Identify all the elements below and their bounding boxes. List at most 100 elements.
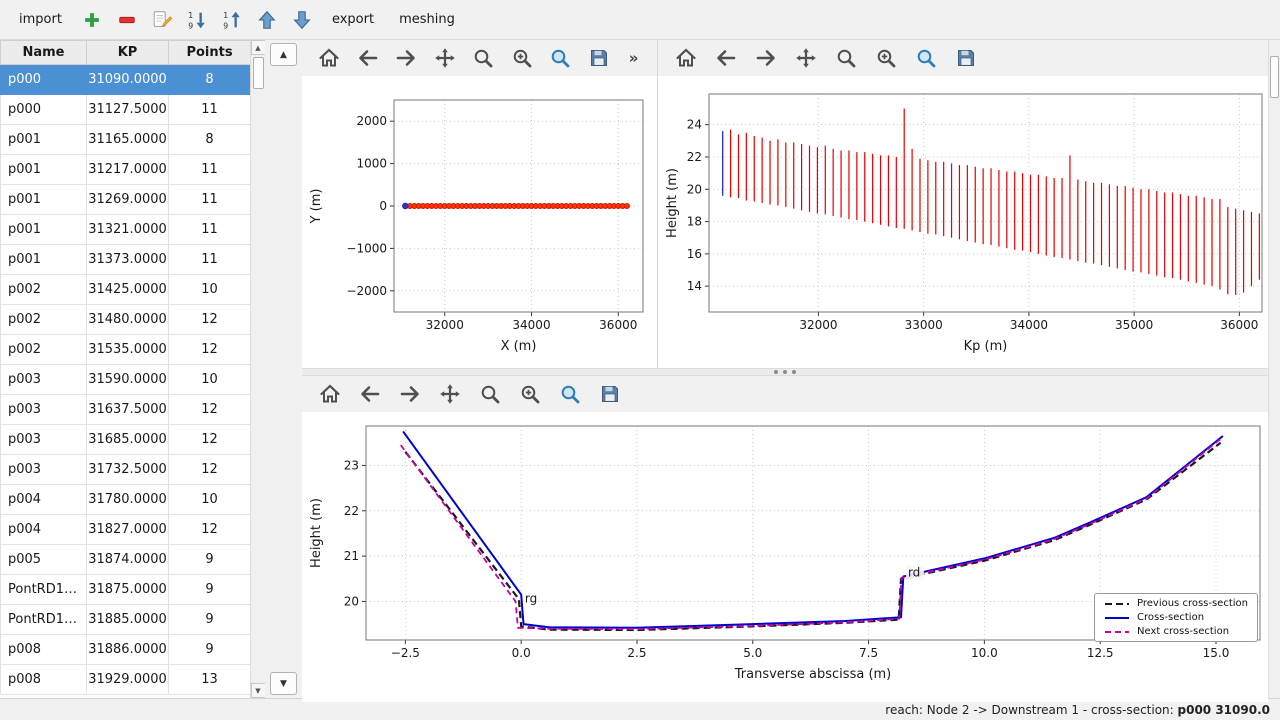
table-row[interactable]: p004 31780.0000 10 bbox=[0, 484, 250, 515]
table-row[interactable]: p003 31590.0000 10 bbox=[0, 364, 250, 395]
name-cell[interactable]: p002 bbox=[0, 334, 87, 365]
table-row[interactable]: p005 31874.0000 9 bbox=[0, 544, 250, 575]
save-button[interactable] bbox=[596, 380, 624, 408]
kp-cell[interactable]: 31269.0000 bbox=[86, 184, 169, 215]
kp-cell[interactable]: 31217.0000 bbox=[86, 154, 169, 185]
table-scrollbar[interactable]: ▲ ▼ bbox=[250, 40, 266, 698]
kp-cell[interactable]: 31373.0000 bbox=[86, 244, 169, 275]
zoom-in-button[interactable] bbox=[516, 380, 544, 408]
name-cell[interactable]: p004 bbox=[0, 484, 87, 515]
kp-cell[interactable]: 31321.0000 bbox=[86, 214, 169, 245]
import-button[interactable]: import bbox=[19, 12, 62, 27]
table-row[interactable]: p001 31269.0000 11 bbox=[0, 184, 250, 215]
column-header-name[interactable]: Name bbox=[0, 40, 87, 65]
zoom-area-button[interactable] bbox=[912, 44, 940, 72]
name-cell[interactable]: PontRD10... bbox=[0, 574, 87, 605]
name-cell[interactable]: p000 bbox=[0, 94, 87, 125]
zoom-in-button[interactable] bbox=[509, 44, 536, 72]
pan-button[interactable] bbox=[436, 380, 464, 408]
back-button[interactable] bbox=[356, 380, 384, 408]
points-cell[interactable]: 12 bbox=[168, 394, 250, 425]
longitudinal-profile-chart[interactable]: 32000 33000 34000 35000 36000 14 16 18 20 22 24 Kp … bbox=[658, 76, 1268, 368]
points-cell[interactable]: 11 bbox=[168, 154, 250, 185]
points-cell[interactable]: 12 bbox=[168, 304, 250, 335]
points-cell[interactable]: 11 bbox=[168, 184, 250, 215]
table-row[interactable]: p004 31827.0000 12 bbox=[0, 514, 250, 545]
cross-section-chart[interactable]: −2.5 0.0 2.5 5.0 7.5 10.0 12.5 15.0 20 21 22 23 rg rd… bbox=[302, 412, 1268, 702]
kp-cell[interactable]: 31535.0000 bbox=[86, 334, 169, 365]
table-row[interactable]: PontRD10... 31875.0000 9 bbox=[0, 574, 250, 605]
kp-cell[interactable]: 31885.0000 bbox=[86, 604, 169, 635]
points-cell[interactable]: 9 bbox=[168, 634, 250, 665]
table-row[interactable]: p003 31732.5000 12 bbox=[0, 454, 250, 485]
points-cell[interactable]: 13 bbox=[168, 664, 250, 695]
column-header-kp[interactable]: KP bbox=[86, 40, 169, 65]
table-scroll-up-button[interactable]: ▲ bbox=[250, 40, 266, 55]
name-cell[interactable]: p001 bbox=[0, 244, 87, 275]
name-cell[interactable]: p001 bbox=[0, 214, 87, 245]
table-row[interactable]: p001 31217.0000 11 bbox=[0, 154, 250, 185]
save-button[interactable] bbox=[952, 44, 980, 72]
zoom-area-button[interactable] bbox=[556, 380, 584, 408]
kp-cell[interactable]: 31886.0000 bbox=[86, 634, 169, 665]
table-row[interactable]: p003 31685.0000 12 bbox=[0, 424, 250, 455]
kp-cell[interactable]: 31480.0000 bbox=[86, 304, 169, 335]
panel-scroll-down-button[interactable]: ▼ bbox=[270, 672, 297, 695]
save-button[interactable] bbox=[586, 44, 613, 72]
table-row[interactable]: p008 31886.0000 9 bbox=[0, 634, 250, 665]
name-cell[interactable]: p003 bbox=[0, 364, 87, 395]
points-cell[interactable]: 8 bbox=[168, 64, 250, 95]
kp-cell[interactable]: 31780.0000 bbox=[86, 484, 169, 515]
points-cell[interactable]: 9 bbox=[168, 604, 250, 635]
name-cell[interactable]: p000 bbox=[0, 64, 87, 95]
export-button[interactable]: export bbox=[331, 12, 375, 27]
forward-button[interactable] bbox=[752, 44, 780, 72]
home-button[interactable] bbox=[316, 380, 344, 408]
home-button[interactable] bbox=[316, 44, 343, 72]
kp-cell[interactable]: 31929.0000 bbox=[86, 664, 169, 695]
kp-cell[interactable]: 31590.0000 bbox=[86, 364, 169, 395]
zoom-in-button[interactable] bbox=[872, 44, 900, 72]
name-cell[interactable]: p001 bbox=[0, 154, 87, 185]
back-button[interactable] bbox=[355, 44, 382, 72]
forward-button[interactable] bbox=[396, 380, 424, 408]
table-scrollbar-thumb[interactable] bbox=[252, 57, 264, 89]
add-button[interactable] bbox=[78, 6, 106, 34]
name-cell[interactable]: PontRD101v bbox=[0, 604, 87, 635]
points-cell[interactable]: 10 bbox=[168, 274, 250, 305]
kp-cell[interactable]: 31685.0000 bbox=[86, 424, 169, 455]
panel-scrollbar[interactable]: ▲ ▼ bbox=[265, 40, 302, 698]
zoom-area-button[interactable] bbox=[547, 44, 574, 72]
kp-cell[interactable]: 31090.0000 bbox=[86, 64, 169, 95]
name-cell[interactable]: p001 bbox=[0, 124, 87, 155]
kp-cell[interactable]: 31875.0000 bbox=[86, 574, 169, 605]
name-cell[interactable]: p002 bbox=[0, 274, 87, 305]
table-row[interactable]: PontRD101v 31885.0000 9 bbox=[0, 604, 250, 635]
table-row[interactable]: p008 31929.0000 13 bbox=[0, 664, 250, 695]
name-cell[interactable]: p001 bbox=[0, 184, 87, 215]
table-row[interactable]: p002 31480.0000 12 bbox=[0, 304, 250, 335]
name-cell[interactable]: p008 bbox=[0, 634, 87, 665]
table-row[interactable]: p003 31637.5000 12 bbox=[0, 394, 250, 425]
points-cell[interactable]: 12 bbox=[168, 454, 250, 485]
points-cell[interactable]: 11 bbox=[168, 244, 250, 275]
remove-button[interactable] bbox=[113, 6, 141, 34]
name-cell[interactable]: p004 bbox=[0, 514, 87, 545]
points-cell[interactable]: 10 bbox=[168, 484, 250, 515]
column-header-points[interactable]: Points bbox=[168, 40, 250, 65]
name-cell[interactable]: p003 bbox=[0, 424, 87, 455]
back-button[interactable] bbox=[712, 44, 740, 72]
kp-cell[interactable]: 31827.0000 bbox=[86, 514, 169, 545]
name-cell[interactable]: p008 bbox=[0, 664, 87, 695]
home-button[interactable] bbox=[672, 44, 700, 72]
table-row[interactable]: p001 31165.0000 8 bbox=[0, 124, 250, 155]
pan-button[interactable] bbox=[792, 44, 820, 72]
toolbar-extension-button[interactable]: » bbox=[628, 49, 639, 67]
right-scrollbar-thumb[interactable] bbox=[1270, 56, 1279, 98]
points-cell[interactable]: 12 bbox=[168, 334, 250, 365]
table-row[interactable]: p001 31321.0000 11 bbox=[0, 214, 250, 245]
kp-cell[interactable]: 31165.0000 bbox=[86, 124, 169, 155]
name-cell[interactable]: p003 bbox=[0, 454, 87, 485]
